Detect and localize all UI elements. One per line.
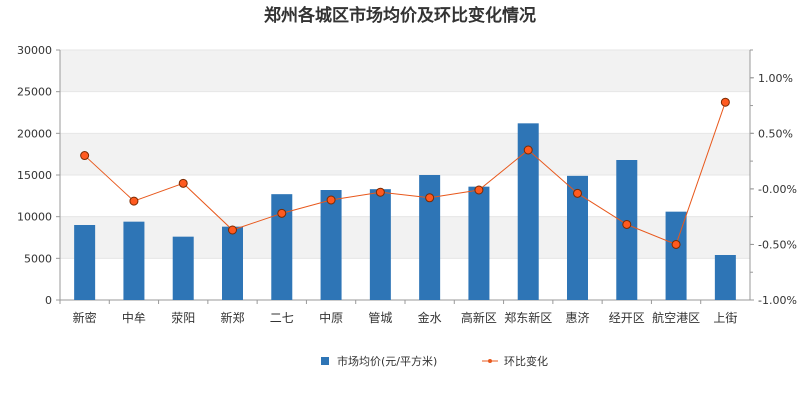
- left-tick-label: 0: [45, 294, 52, 307]
- bar: [419, 175, 441, 300]
- grid-band: [60, 216, 750, 259]
- line-point: [523, 145, 533, 155]
- legend-line-marker: [488, 359, 492, 363]
- line-point: [326, 195, 336, 205]
- line-point: [228, 225, 237, 235]
- category-label: 新密: [73, 310, 97, 325]
- left-tick-label: 20000: [17, 127, 52, 140]
- line-point: [720, 97, 730, 107]
- category-label: 金水: [418, 310, 442, 325]
- category-label: 中牟: [122, 310, 146, 325]
- line-point: [474, 185, 484, 195]
- legend-bar-swatch: [321, 357, 329, 365]
- bar: [665, 211, 687, 300]
- bar: [74, 225, 96, 300]
- right-tick-label: -1.00%: [758, 294, 797, 307]
- line-path: [84, 102, 726, 246]
- left-tick-label: 15000: [17, 169, 52, 182]
- bar: [172, 236, 194, 300]
- axes: 0 5000 10000 15000 20000 25000 30000 -1.00% -0.5…: [17, 44, 797, 307]
- right-tick-label: -0.50%: [758, 238, 797, 251]
- legend-line-label: 环比变化: [504, 354, 548, 368]
- category-label: 上街: [713, 311, 737, 325]
- category-label: 管城: [368, 310, 392, 325]
- line-point: [622, 219, 632, 229]
- line-point: [277, 208, 287, 218]
- category-label: 新郑: [220, 310, 244, 325]
- left-tick-label: 10000: [17, 211, 52, 224]
- category-label: 航空港区: [652, 310, 700, 325]
- bar: [369, 189, 391, 300]
- bar: [567, 175, 588, 300]
- line-point: [129, 196, 139, 206]
- right-tick-label: -0.00%: [758, 183, 797, 196]
- category-label: 经开区: [609, 311, 645, 325]
- bar: [714, 255, 736, 300]
- line-point: [671, 239, 681, 249]
- bar: [222, 226, 243, 300]
- category-label: 惠济: [565, 310, 589, 325]
- category-label: 高新区: [461, 310, 497, 325]
- category-label: 二七: [270, 311, 294, 325]
- line-point: [573, 188, 582, 198]
- chart-title: 郑州各城区市场均价及环比变化情况: [264, 5, 536, 26]
- legend: 市场均价(元/平方米) 环比变化: [321, 354, 548, 368]
- right-tick-label: 0.50%: [758, 127, 793, 140]
- right-tick-label: 1.00%: [758, 72, 793, 85]
- left-tick-label: 25000: [17, 86, 52, 99]
- line-point: [178, 178, 188, 188]
- bar: [123, 221, 145, 300]
- category-label: 中原: [319, 310, 343, 325]
- bar-series: [74, 123, 736, 300]
- legend-bar-label: 市场均价(元/平方米): [337, 354, 437, 368]
- grid-band: [60, 133, 750, 175]
- grid-bands: [60, 49, 750, 301]
- line-point: [425, 193, 435, 203]
- left-tick-label: 30000: [17, 44, 52, 57]
- line-point: [375, 187, 385, 197]
- bar: [468, 186, 490, 300]
- line-series: [80, 97, 730, 249]
- category-label: 荥阳: [171, 311, 195, 325]
- bar: [616, 160, 638, 300]
- category-labels: 新密 中牟 荥阳 新郑 二七 中原 管城 金水 高新区 郑东新区 惠济 经开区 航空港区 上街: [59, 300, 737, 325]
- bar: [517, 123, 539, 300]
- category-label: 郑东新区: [504, 310, 552, 325]
- grid-band: [60, 50, 750, 92]
- bar: [320, 190, 342, 300]
- line-point: [80, 151, 90, 161]
- bar: [271, 194, 293, 300]
- left-tick-label: 5000: [24, 252, 52, 265]
